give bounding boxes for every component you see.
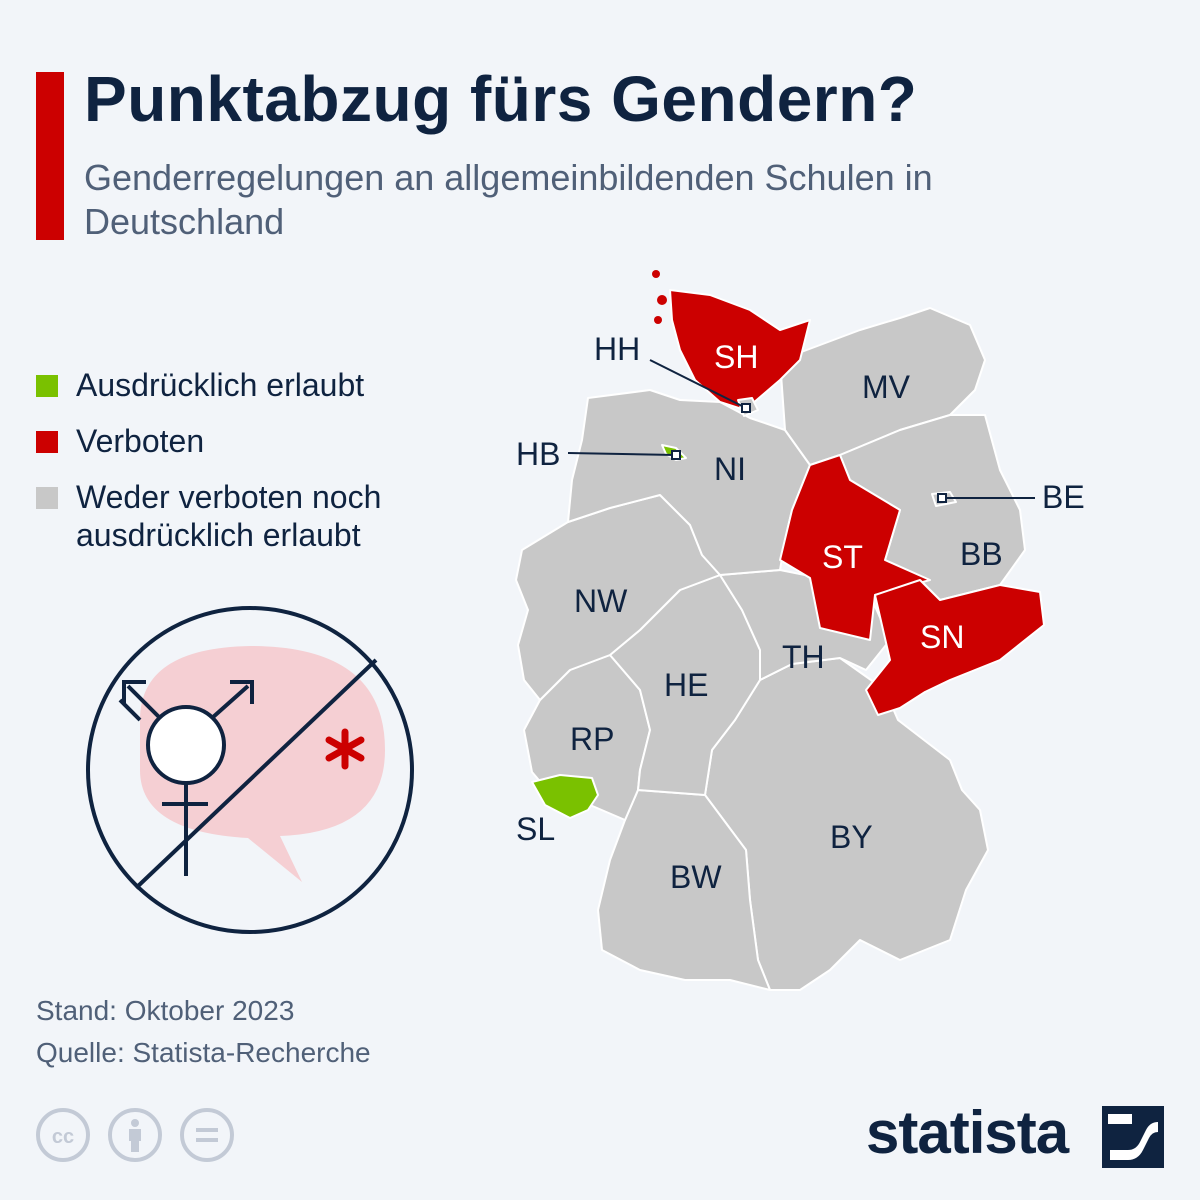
legend-swatch-green — [36, 375, 58, 397]
legend-label: Ausdrücklich erlaubt — [76, 367, 365, 403]
map-label-ni: NI — [714, 451, 746, 487]
legend-item-neither: Weder verboten noch ausdrücklich erlaubt — [36, 478, 476, 554]
map-label-sn: SN — [920, 619, 964, 655]
state-sn — [865, 579, 1045, 716]
state-bw — [597, 789, 771, 991]
svg-text:cc: cc — [52, 1126, 74, 1148]
no-derivatives-icon[interactable] — [180, 1108, 234, 1162]
map-label-hh: HH — [594, 331, 640, 367]
germany-map: SH HH MV HB NI BE ST BB NW SN TH HE RP S… — [480, 250, 1200, 1010]
state-sl — [531, 774, 599, 819]
map-label-be: BE — [1042, 479, 1085, 515]
map-label-sh: SH — [714, 339, 758, 375]
legend-label: Verboten — [76, 423, 205, 459]
map-label-st: ST — [822, 539, 863, 575]
island-2 — [657, 295, 667, 305]
map-label-mv: MV — [862, 369, 911, 405]
legend-swatch-red — [36, 431, 58, 453]
legend-item-allowed: Ausdrücklich erlaubt — [36, 366, 476, 404]
legend-label: Weder verboten noch ausdrücklich erlaubt — [76, 479, 382, 553]
statista-logo-icon — [1102, 1106, 1164, 1168]
map-label-th: TH — [782, 639, 825, 675]
island-3 — [654, 316, 662, 324]
map-label-sl: SL — [516, 811, 555, 847]
footer-notes: Stand: Oktober 2023 Quelle: Statista-Rec… — [36, 990, 371, 1074]
footer-quelle: Quelle: Statista-Recherche — [36, 1037, 371, 1068]
map-label-rp: RP — [570, 721, 614, 757]
page-subtitle: Genderregelungen an allgemeinbildenden S… — [84, 157, 933, 242]
map-label-bb: BB — [960, 536, 1003, 572]
title-accent-bar — [36, 72, 64, 240]
state-sh — [669, 289, 811, 411]
map-label-he: HE — [664, 667, 708, 703]
map-label-by: BY — [830, 819, 873, 855]
no-gender-language-icon — [80, 600, 420, 940]
legend: Ausdrücklich erlaubt Verboten Weder verb… — [36, 366, 476, 572]
map-label-bw: BW — [670, 859, 722, 895]
map-label-nw: NW — [574, 583, 628, 619]
map-label-hb: HB — [516, 436, 560, 472]
footer-stand: Stand: Oktober 2023 — [36, 995, 295, 1026]
page-title: Punktabzug fürs Gendern? — [84, 63, 918, 135]
cc-icon[interactable]: cc — [36, 1108, 90, 1162]
attribution-icon[interactable] — [108, 1108, 162, 1162]
legend-swatch-grey — [36, 487, 58, 509]
brand-name: statista — [866, 1099, 1069, 1166]
island-1 — [652, 270, 660, 278]
legend-item-forbidden: Verboten — [36, 422, 476, 460]
